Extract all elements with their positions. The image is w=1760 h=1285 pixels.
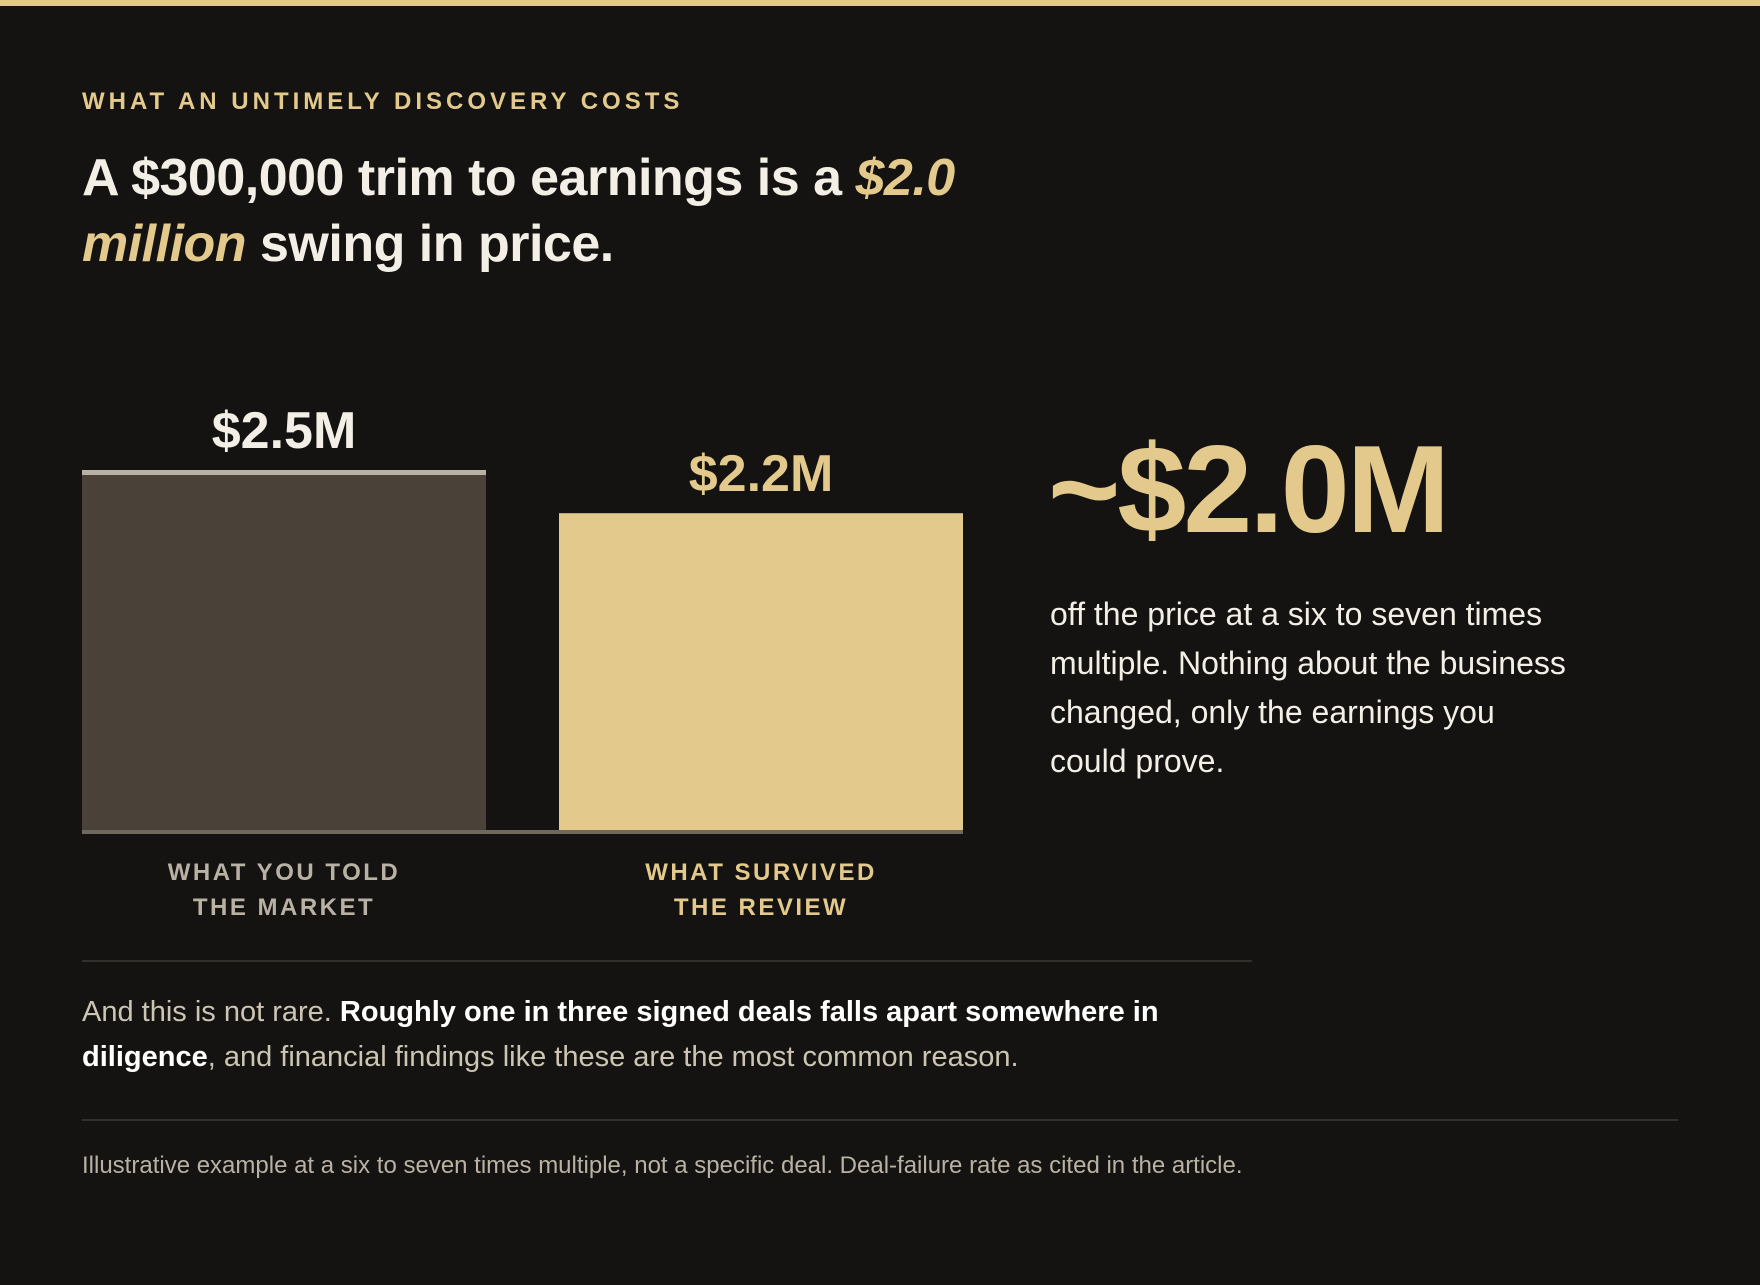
chart-baseline (82, 830, 963, 834)
value-label-1: $2.5M (212, 402, 357, 460)
headline-emphasis: $2.0 million (82, 149, 955, 273)
context-paragraph: And this is not rare. Roughly one in thr… (82, 990, 1262, 1080)
bar-1-cap (82, 470, 486, 475)
value-label-2: $2.2M (689, 445, 834, 503)
difference-note: off the price at a six to seven times mu… (1050, 596, 1566, 779)
bar-1 (82, 470, 486, 830)
category-label-2: THE REVIEW (674, 894, 848, 921)
headline-lead: A $300,000 trim to earnings is a (82, 149, 856, 207)
context-tail: , and financial findings like these are … (207, 1041, 1019, 1073)
category-label-1: WHAT YOU TOLD (168, 859, 401, 886)
footnote: Illustrative example at a six to seven t… (82, 1152, 1243, 1179)
context-strong: Roughly one in three signed deals falls … (82, 996, 1159, 1073)
section-divider (82, 960, 1252, 962)
eyebrow-label: WHAT AN UNTIMELY DISCOVERY COSTS (82, 88, 684, 115)
headline-tail: swing in price. (246, 215, 614, 273)
footnote-divider (82, 1119, 1678, 1121)
headline: A $300,000 trim to earnings is a $2.0 mi… (82, 145, 1002, 277)
category-label-1: THE MARKET (193, 894, 375, 921)
context-lead: And this is not rare. (82, 996, 340, 1028)
bar-2 (559, 513, 963, 830)
category-label-2: WHAT SURVIVED (645, 859, 877, 886)
top-accent-rule (0, 0, 1760, 6)
difference-figure: ~$2.0M (1048, 421, 1450, 559)
